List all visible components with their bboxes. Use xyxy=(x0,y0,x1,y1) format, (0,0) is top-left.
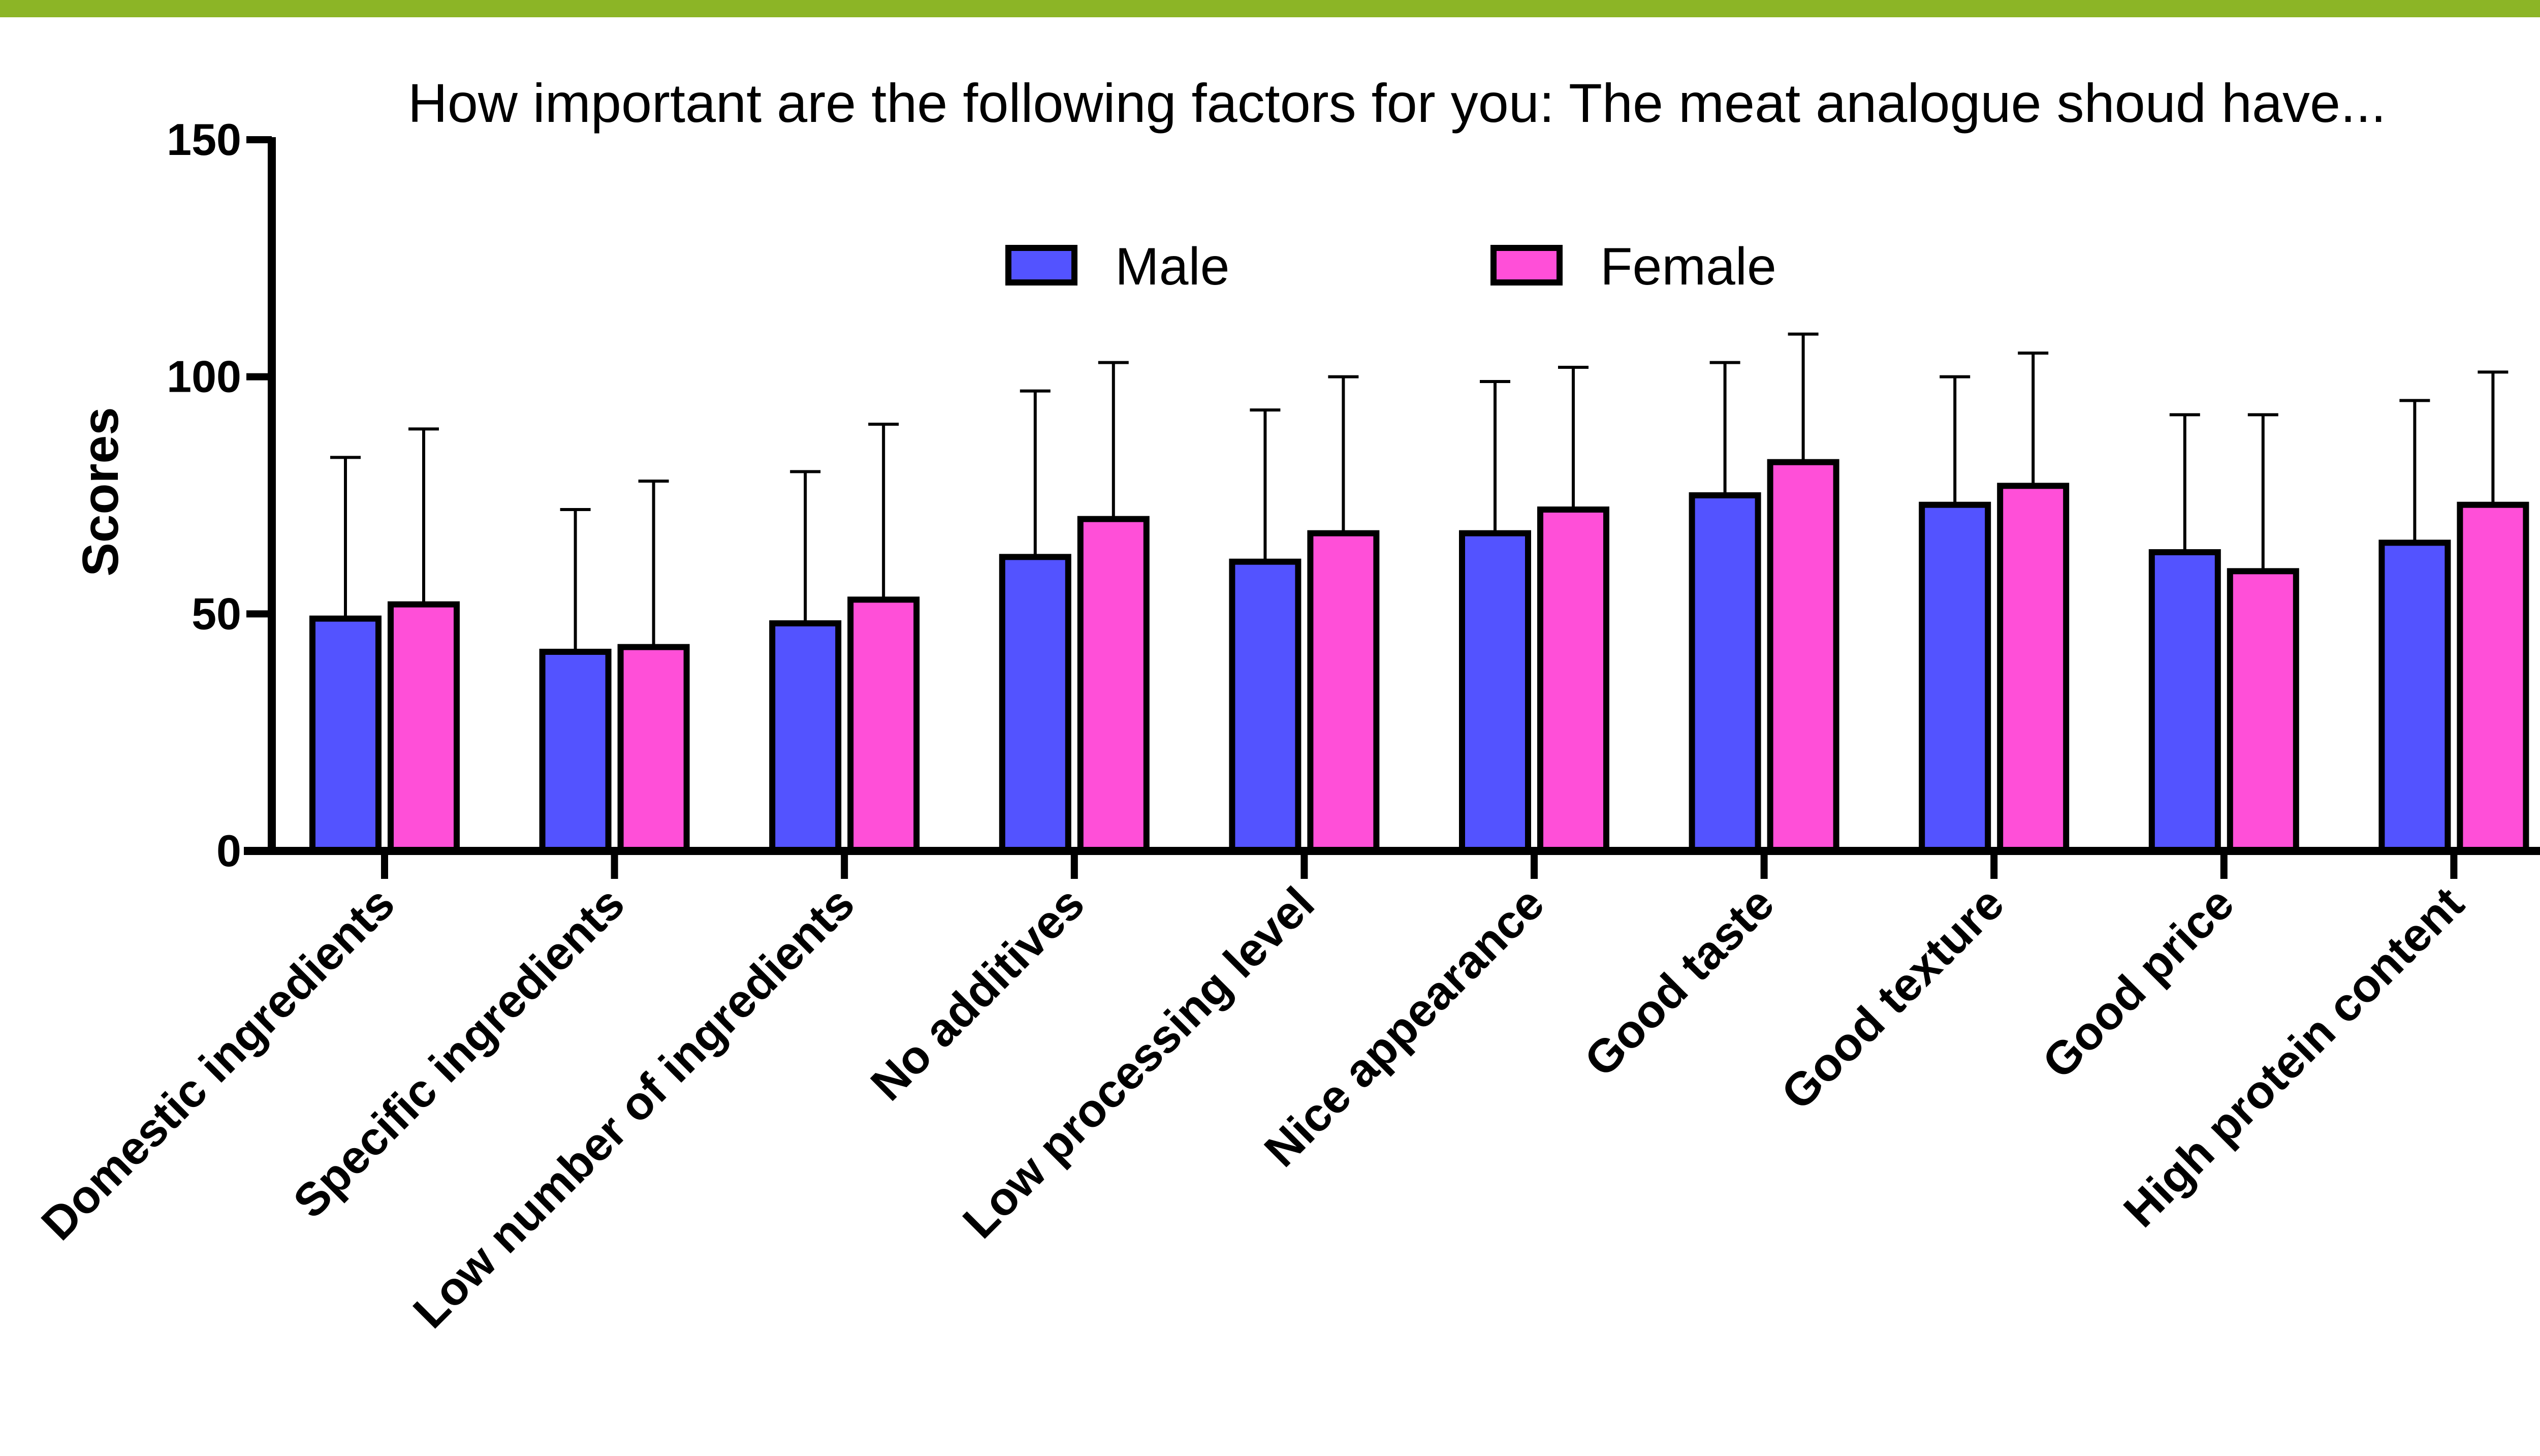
bar-female-9 xyxy=(2457,501,2529,854)
bar-male-3 xyxy=(999,554,1071,854)
x-tick-label: No additives xyxy=(861,877,1094,1111)
y-axis-ticks: 0 50 100 150 xyxy=(167,114,272,876)
y-tick-label: 100 xyxy=(167,352,241,402)
bar-female-1 xyxy=(617,644,690,854)
legend-swatch-female xyxy=(1490,245,1563,286)
bar-male-9 xyxy=(2378,540,2451,854)
bar-female-7 xyxy=(1997,483,2070,854)
x-axis-ticks xyxy=(381,851,2458,879)
y-tick-label: 50 xyxy=(192,588,241,639)
legend-label-female: Female xyxy=(1600,237,1776,296)
x-tick-label: Good taste xyxy=(1575,877,1784,1087)
x-tick-label: Low number of ingredients xyxy=(403,877,864,1338)
bar-male-7 xyxy=(1919,501,1991,854)
bar-male-0 xyxy=(309,615,382,854)
bar-male-5 xyxy=(1459,530,1531,854)
bar-male-2 xyxy=(769,620,842,854)
bar-male-8 xyxy=(2148,549,2221,854)
legend: Male Female xyxy=(1005,237,1776,296)
legend-label-male: Male xyxy=(1115,237,1229,296)
bar-female-0 xyxy=(388,601,460,854)
bars xyxy=(309,459,2529,854)
bar-female-4 xyxy=(1307,530,1380,854)
bar-male-6 xyxy=(1689,492,1761,854)
bar-male-4 xyxy=(1229,558,1301,854)
bar-male-1 xyxy=(539,649,612,854)
bar-female-6 xyxy=(1767,459,1839,854)
x-tick-label: Good price xyxy=(2033,877,2244,1089)
top-accent-bar xyxy=(0,0,2540,17)
bar-female-3 xyxy=(1077,516,1150,854)
bar-female-2 xyxy=(847,596,920,854)
y-axis-label: Scores xyxy=(72,407,129,577)
error-bars xyxy=(330,332,2509,652)
chart-title: How important are the following factors … xyxy=(408,72,2386,134)
legend-swatch-male xyxy=(1005,245,1077,286)
bar-female-5 xyxy=(1537,507,1609,854)
x-tick-label: Good texture xyxy=(1771,877,2014,1120)
bar-female-8 xyxy=(2227,568,2299,854)
y-tick-label: 0 xyxy=(216,826,241,876)
y-tick-label: 150 xyxy=(167,114,241,165)
